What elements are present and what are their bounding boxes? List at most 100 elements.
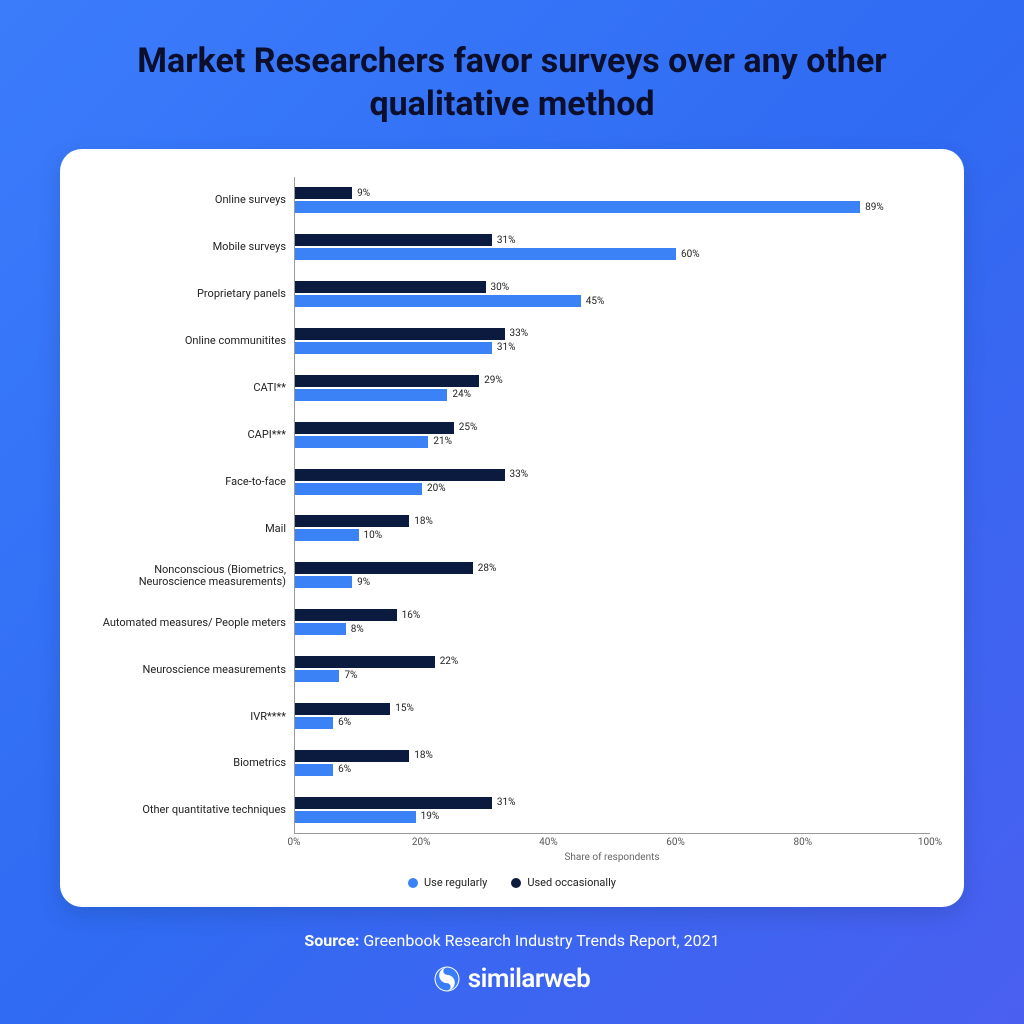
bar-group: 28% 9% xyxy=(295,552,930,599)
bar: 6% xyxy=(295,717,930,729)
bar-group: 30% 45% xyxy=(295,271,930,318)
bar-value-label: 30% xyxy=(491,282,510,293)
bar-fill xyxy=(295,328,505,340)
bar: 30% xyxy=(295,281,930,293)
legend-item: Use regularly xyxy=(408,876,487,889)
bar-value-label: 10% xyxy=(364,530,383,541)
bar-value-label: 18% xyxy=(414,516,433,527)
bar: 15% xyxy=(295,703,930,715)
bar-group: 33%20% xyxy=(295,458,930,505)
bar: 8% xyxy=(295,623,930,635)
legend-item: Used occasionally xyxy=(511,876,616,889)
x-tick-label: 20% xyxy=(412,837,431,848)
category-label: Online surveys xyxy=(94,177,286,224)
bar-fill xyxy=(295,764,333,776)
bar-value-label: 45% xyxy=(586,296,605,307)
bar-fill xyxy=(295,797,492,809)
bar-fill xyxy=(295,656,435,668)
category-label: Mail xyxy=(94,505,286,552)
bar-value-label: 9% xyxy=(357,577,370,588)
bar-fill xyxy=(295,375,479,387)
bar-value-label: 6% xyxy=(338,717,351,728)
bar: 89% xyxy=(295,201,930,213)
bar: 22% xyxy=(295,656,930,668)
bar-value-label: 22% xyxy=(440,656,459,667)
bar-fill xyxy=(295,670,339,682)
bar: 45% xyxy=(295,295,930,307)
category-label: Nonconscious (Biometrics, Neuroscience m… xyxy=(94,552,286,599)
bar-fill xyxy=(295,576,352,588)
brand-logo-icon xyxy=(434,966,460,992)
bar: 18% xyxy=(295,515,930,527)
category-label: IVR**** xyxy=(94,693,286,740)
bar-fill xyxy=(295,469,505,481)
bar-value-label: 7% xyxy=(344,670,357,681)
source-text: Greenbook Research Industry Trends Repor… xyxy=(363,931,719,950)
category-label: Face-to-face xyxy=(94,459,286,506)
bar-fill xyxy=(295,717,333,729)
x-tick-label: 0% xyxy=(288,837,301,848)
x-tick-label: 100% xyxy=(918,837,942,848)
bar-value-label: 60% xyxy=(681,249,700,260)
legend: Use regularly Used occasionally xyxy=(94,876,930,889)
bar-group: 15% 6% xyxy=(295,692,930,739)
bar-value-label: 24% xyxy=(452,389,471,400)
bar-value-label: 21% xyxy=(433,436,452,447)
bar: 19% xyxy=(295,811,930,823)
category-label: Other quantitative techniques xyxy=(94,787,286,834)
bars-area: 9%89%31%60%30%45%33%31%29%24%25%21%33%20… xyxy=(294,177,930,834)
bar-group: 18%6% xyxy=(295,739,930,786)
bar: 20% xyxy=(295,483,930,495)
legend-label: Used occasionally xyxy=(527,876,616,889)
bar: 25% xyxy=(295,422,930,434)
bar: 24% xyxy=(295,389,930,401)
x-axis-title: Share of respondents xyxy=(564,852,659,863)
brand-name: similarweb xyxy=(468,964,591,994)
category-label: CAPI*** xyxy=(94,412,286,459)
y-axis-labels: Online surveysMobile surveysProprietary … xyxy=(94,177,294,834)
bar-fill xyxy=(295,187,352,199)
bar-group: 25% 21% xyxy=(295,411,930,458)
bar: 28% xyxy=(295,562,930,574)
bar: 33% xyxy=(295,469,930,481)
source-label: Source: xyxy=(304,931,359,950)
bar-value-label: 33% xyxy=(510,469,529,480)
bar-chart: Online surveysMobile surveysProprietary … xyxy=(94,177,930,889)
source-line: Source: Greenbook Research Industry Tren… xyxy=(60,931,964,950)
bar: 9% xyxy=(295,576,930,588)
x-tick-label: 80% xyxy=(794,837,813,848)
bar-value-label: 15% xyxy=(395,703,414,714)
bar-value-label: 28% xyxy=(478,563,497,574)
bar-value-label: 31% xyxy=(497,342,516,353)
bar: 6% xyxy=(295,764,930,776)
category-label: Mobile surveys xyxy=(94,224,286,271)
bar: 16% xyxy=(295,609,930,621)
category-label: Online communitites xyxy=(94,318,286,365)
bar-fill xyxy=(295,281,486,293)
x-tick-label: 40% xyxy=(539,837,558,848)
legend-label: Use regularly xyxy=(424,876,487,889)
bar-value-label: 31% xyxy=(497,235,516,246)
bar: 29% xyxy=(295,375,930,387)
bar: 31% xyxy=(295,234,930,246)
bar: 60% xyxy=(295,248,930,260)
bar-fill xyxy=(295,515,409,527)
bar-fill xyxy=(295,234,492,246)
bar-value-label: 25% xyxy=(459,422,478,433)
bar-group: 31% 60% xyxy=(295,224,930,271)
bar-fill xyxy=(295,422,454,434)
bar-fill xyxy=(295,609,397,621)
bar-group: 9%89% xyxy=(295,177,930,224)
x-tick-label: 60% xyxy=(666,837,685,848)
bar-group: 31%19% xyxy=(295,786,930,833)
bar-value-label: 31% xyxy=(497,797,516,808)
category-label: Proprietary panels xyxy=(94,271,286,318)
brand: similarweb xyxy=(60,964,964,994)
bar-fill xyxy=(295,750,409,762)
bar-value-label: 16% xyxy=(402,610,421,621)
category-label: Automated measures/ People meters xyxy=(94,599,286,646)
bar: 31% xyxy=(295,342,930,354)
plot-area: Online surveysMobile surveysProprietary … xyxy=(94,177,930,834)
bar-fill xyxy=(295,623,346,635)
bar-fill xyxy=(295,436,428,448)
